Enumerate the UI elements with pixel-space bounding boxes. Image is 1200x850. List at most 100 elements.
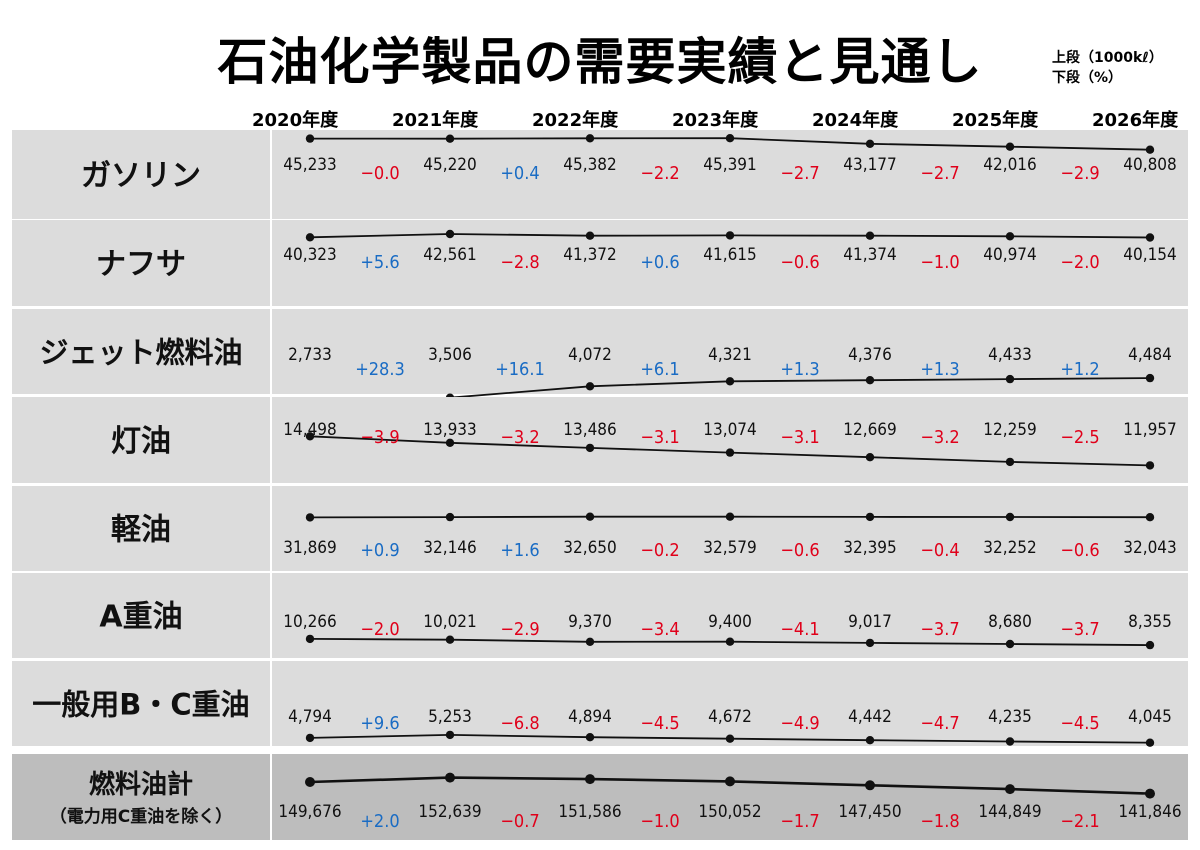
data-point <box>865 139 875 148</box>
data-point <box>445 635 455 644</box>
value-label: 8,680 <box>988 612 1032 632</box>
change-label: −0.6 <box>780 540 819 561</box>
year-label: 2026年度 <box>1092 109 1179 131</box>
change-label: +0.9 <box>360 540 399 561</box>
row-label: A重油 <box>99 600 182 635</box>
change-label: −2.0 <box>360 619 399 640</box>
value-label: 41,374 <box>843 245 897 265</box>
value-label: 150,052 <box>698 802 761 822</box>
data-point <box>865 780 875 791</box>
unit-legend: 上段（1000kℓ） 下段（%） <box>1052 48 1163 88</box>
data-point <box>445 229 455 239</box>
value-label: 4,794 <box>288 707 332 727</box>
row-label: 灯油 <box>111 424 171 459</box>
row-band <box>12 130 1188 219</box>
data-point <box>305 634 315 644</box>
value-label: 32,650 <box>563 538 617 558</box>
change-label: −2.1 <box>1060 811 1099 832</box>
row-label: ジェット燃料油 <box>39 336 242 370</box>
row-label: ガソリン <box>81 159 201 194</box>
data-point <box>725 377 735 386</box>
unit-lower: 下段（%） <box>1052 70 1123 86</box>
data-point <box>305 777 315 787</box>
value-label: 14,498 <box>283 420 337 440</box>
row-sublabel: （電力用C重油を除く） <box>50 806 232 827</box>
change-label: −1.0 <box>640 811 679 832</box>
change-label: −1.8 <box>920 811 959 832</box>
data-point <box>725 231 735 240</box>
data-point <box>585 134 595 143</box>
data-point <box>865 736 875 745</box>
year-label: 2020年度 <box>252 109 339 131</box>
data-point <box>445 438 455 447</box>
data-point <box>1145 640 1155 650</box>
value-label: 40,323 <box>283 245 337 265</box>
change-label: −1.7 <box>780 811 819 832</box>
row-label: 燃料油計 <box>89 769 193 800</box>
change-label: −4.7 <box>920 713 959 734</box>
data-point <box>305 233 315 242</box>
value-label: 3,506 <box>428 345 472 365</box>
data-point <box>1145 738 1155 747</box>
change-label: −3.4 <box>640 619 679 640</box>
value-label: 4,045 <box>1128 707 1172 727</box>
data-point <box>1145 513 1155 522</box>
value-label: 32,395 <box>843 538 897 558</box>
value-label: 42,561 <box>423 245 477 265</box>
change-label: −0.6 <box>1060 540 1099 561</box>
value-label: 32,043 <box>1123 538 1177 558</box>
year-label: 2024年度 <box>812 109 899 131</box>
value-label: 40,808 <box>1123 155 1177 175</box>
data-point <box>725 448 735 457</box>
value-label: 42,016 <box>983 155 1037 175</box>
data-point <box>1005 639 1015 649</box>
data-point <box>865 231 875 240</box>
chart-title: 石油化学製品の需要実績と見通し <box>217 33 983 91</box>
change-label: −3.7 <box>920 619 959 640</box>
data-point <box>445 772 455 783</box>
change-label: +28.3 <box>355 359 405 380</box>
value-label: 4,484 <box>1128 345 1172 365</box>
value-label: 32,579 <box>703 538 757 558</box>
value-label: 40,974 <box>983 245 1037 265</box>
change-label: −0.6 <box>780 252 819 273</box>
value-label: 32,252 <box>983 538 1037 558</box>
data-point <box>1145 373 1155 383</box>
data-point <box>585 637 595 646</box>
change-label: −3.1 <box>640 427 679 448</box>
change-label: −4.9 <box>780 713 819 734</box>
value-label: 11,957 <box>1123 420 1177 440</box>
change-label: −4.5 <box>640 713 679 734</box>
change-label: +16.1 <box>495 359 545 380</box>
change-label: +0.4 <box>500 163 539 184</box>
year-label: 2025年度 <box>952 109 1039 131</box>
change-label: −4.1 <box>780 619 819 640</box>
change-label: −2.7 <box>780 163 819 184</box>
change-label: −0.2 <box>640 540 679 561</box>
value-label: 144,849 <box>978 802 1041 822</box>
data-point <box>1005 784 1015 795</box>
change-label: −3.1 <box>780 427 819 448</box>
value-label: 10,266 <box>283 612 337 632</box>
value-label: 13,486 <box>563 420 617 440</box>
change-label: −2.9 <box>500 619 539 640</box>
value-label: 4,442 <box>848 707 892 727</box>
data-point <box>725 134 735 143</box>
data-point <box>725 637 735 646</box>
data-point <box>1005 142 1015 151</box>
change-label: +9.6 <box>360 713 399 734</box>
data-point <box>585 512 595 521</box>
data-point <box>445 134 455 143</box>
data-point <box>865 376 875 385</box>
value-label: 8,355 <box>1128 612 1172 632</box>
value-label: 4,321 <box>708 345 752 365</box>
value-label: 9,017 <box>848 612 892 632</box>
value-label: 12,259 <box>983 420 1037 440</box>
row-band <box>12 486 1188 571</box>
change-label: −6.8 <box>500 713 539 734</box>
value-label: 45,220 <box>423 155 477 175</box>
value-label: 149,676 <box>278 802 341 822</box>
data-point <box>585 774 595 785</box>
data-point <box>445 730 455 740</box>
data-point <box>865 638 875 648</box>
